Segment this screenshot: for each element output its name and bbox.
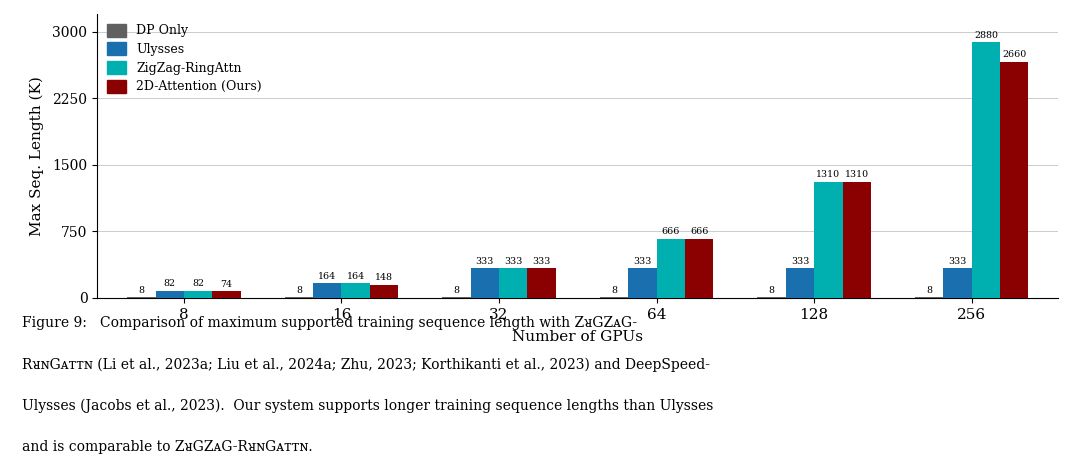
Text: 8: 8 [454,286,459,295]
Text: 82: 82 [164,279,176,288]
Text: 2880: 2880 [974,31,998,40]
Bar [213,292,241,298]
Text: Ulysses (Jacobs et al., 2023).  Our system supports longer training sequence len: Ulysses (Jacobs et al., 2023). Our syste… [22,399,713,413]
Text: 74: 74 [220,280,232,289]
Bar [156,291,184,298]
Bar [369,285,399,298]
Text: 333: 333 [633,257,651,266]
Text: 8: 8 [769,286,774,295]
Text: 333: 333 [791,257,809,266]
Bar [629,268,657,298]
Bar [471,268,499,298]
Text: 8: 8 [138,286,145,295]
Bar [943,268,972,298]
Text: 333: 333 [532,257,551,266]
Text: 1310: 1310 [816,170,840,179]
Text: 8: 8 [611,286,617,295]
Text: 666: 666 [690,227,708,237]
Text: 666: 666 [662,227,680,237]
Bar [341,283,369,298]
Bar [814,182,842,298]
Text: 164: 164 [319,272,336,281]
Bar [685,239,713,298]
Text: and is comparable to ZᴚGZᴀG-RᴚɴGᴀᴛᴛɴ.: and is comparable to ZᴚGZᴀG-RᴚɴGᴀᴛᴛɴ. [22,440,312,454]
Bar [285,297,313,298]
Text: RᴚɴGᴀᴛᴛɴ (Li et al., 2023a; Liu et al., 2024a; Zhu, 2023; Korthikanti et al., 20: RᴚɴGᴀᴛᴛɴ (Li et al., 2023a; Liu et al., … [22,358,710,372]
Text: 8: 8 [296,286,302,295]
Text: 333: 333 [504,257,523,266]
Text: 148: 148 [375,274,393,282]
Bar [499,268,527,298]
Text: Figure 9:   Comparison of maximum supported training sequence length with ZᴚGZᴀG: Figure 9: Comparison of maximum supporte… [22,316,637,330]
Bar [657,239,685,298]
Text: 8: 8 [927,286,932,295]
Bar [127,297,156,298]
Bar [443,297,471,298]
Text: 82: 82 [192,279,204,288]
Bar [757,297,786,298]
Bar [313,283,341,298]
Text: 333: 333 [475,257,494,266]
Text: 164: 164 [347,272,365,281]
Bar [1000,62,1028,298]
Text: 1310: 1310 [845,170,868,179]
Text: 333: 333 [948,257,967,266]
Bar [599,297,629,298]
Text: 2660: 2660 [1002,50,1026,59]
Y-axis label: Max Seq. Length (K): Max Seq. Length (K) [29,76,44,236]
Bar [842,182,870,298]
Bar [184,291,213,298]
Bar [786,268,814,298]
Legend: DP Only, Ulysses, ZigZag-RingAttn, 2D-Attention (Ours): DP Only, Ulysses, ZigZag-RingAttn, 2D-At… [104,20,266,97]
Bar [915,297,943,298]
X-axis label: Number of GPUs: Number of GPUs [512,330,644,344]
Bar [527,268,556,298]
Bar [972,43,1000,298]
